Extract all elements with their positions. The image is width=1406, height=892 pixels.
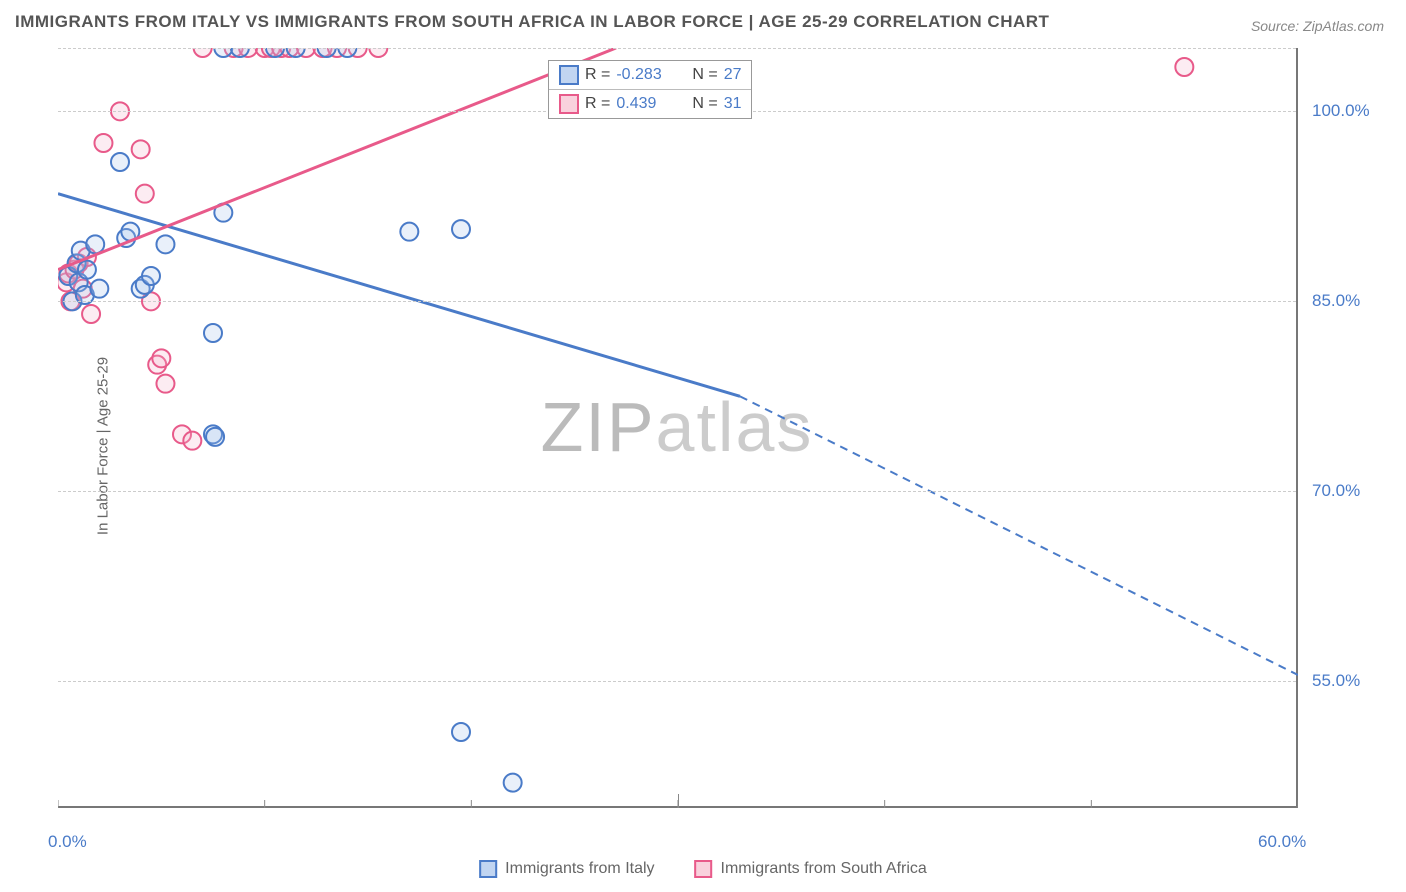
- n-label: N =: [692, 95, 717, 113]
- y-tick-label: 55.0%: [1312, 671, 1360, 691]
- swatch-icon: [695, 860, 713, 878]
- n-value: 31: [724, 95, 742, 113]
- r-label: R =: [585, 66, 610, 84]
- legend-item-sa: Immigrants from South Africa: [695, 860, 927, 878]
- x-tick-label: 60.0%: [1258, 832, 1306, 852]
- y-tick-label: 100.0%: [1312, 101, 1370, 121]
- chart-svg: [58, 48, 1298, 808]
- y-tick-label: 85.0%: [1312, 291, 1360, 311]
- legend-item-italy: Immigrants from Italy: [479, 860, 654, 878]
- source-text: Source: ZipAtlas.com: [1251, 18, 1384, 34]
- swatch-icon: [479, 860, 497, 878]
- r-value: 0.439: [616, 95, 676, 113]
- stats-row-italy: R = -0.283 N = 27: [549, 61, 751, 90]
- stats-box: R = -0.283 N = 27 R = 0.439 N = 31: [548, 60, 752, 119]
- legend-label: Immigrants from Italy: [505, 860, 654, 878]
- n-value: 27: [724, 66, 742, 84]
- chart-container: IMMIGRANTS FROM ITALY VS IMMIGRANTS FROM…: [0, 0, 1406, 892]
- stats-row-sa: R = 0.439 N = 31: [549, 90, 751, 118]
- r-value: -0.283: [616, 66, 676, 84]
- legend-label: Immigrants from South Africa: [721, 860, 927, 878]
- legend-bottom: Immigrants from Italy Immigrants from So…: [479, 860, 927, 878]
- swatch-icon: [559, 65, 579, 85]
- plot-area: ZIPatlas: [58, 48, 1298, 808]
- r-label: R =: [585, 95, 610, 113]
- n-label: N =: [692, 66, 717, 84]
- x-tick-label: 0.0%: [48, 832, 87, 852]
- y-tick-label: 70.0%: [1312, 481, 1360, 501]
- swatch-icon: [559, 94, 579, 114]
- watermark: ZIPatlas: [541, 387, 814, 467]
- chart-title: IMMIGRANTS FROM ITALY VS IMMIGRANTS FROM…: [15, 12, 1049, 32]
